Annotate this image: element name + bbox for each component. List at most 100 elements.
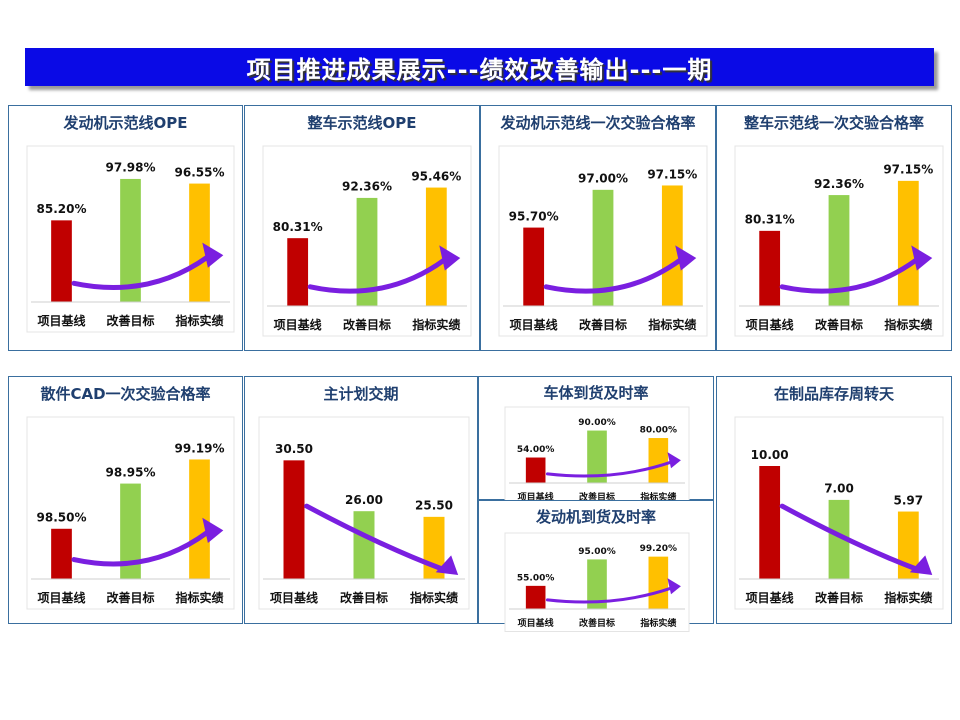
category-label: 项目基线 [37, 313, 85, 328]
bar [425, 187, 447, 306]
bar [828, 499, 850, 579]
category-label: 指标实绩 [648, 317, 696, 332]
bar-chart-engine-ope: 85.20% 项目基线 97.98% 改善目标 96.55% 指标实绩 [26, 145, 235, 333]
trend-arrow-shaft [779, 503, 919, 572]
category-label: 指标实绩 [410, 590, 458, 605]
chart-title: 整车示范线OPE [307, 114, 417, 132]
data-label: 80.00% [640, 426, 678, 436]
bar [525, 457, 546, 483]
bar [661, 185, 683, 306]
chart-panel-body-delivery: 车体到货及时率 54.00% 项目基线 90.00% 改善目标 80.00% 指标实绩 [478, 376, 714, 506]
bar [287, 238, 309, 306]
bar [283, 460, 305, 579]
data-label: 26.00 [345, 493, 383, 507]
trend-arrow-shaft [545, 460, 673, 478]
trend-arrow-head [435, 555, 459, 575]
category-label: 项目基线 [518, 617, 554, 629]
bar [525, 585, 546, 609]
category-label: 指标实绩 [175, 590, 223, 605]
category-label: 项目基线 [746, 317, 794, 332]
chart-panel-engine-delivery: 发动机到货及时率 55.00% 项目基线 95.00% 改善目标 99.20% 指标实绩 [478, 500, 714, 632]
bar [356, 197, 378, 306]
chart-panel-vehicle-pass-rate: 整车示范线一次交验合格率 80.31% 项目基线 92.36% 改善目标 97.15% 指… [716, 105, 952, 351]
data-label: 92.36% [814, 177, 864, 191]
trend-arrow-head [911, 245, 933, 271]
data-label: 80.31% [273, 220, 323, 234]
category-label: 改善目标 [815, 590, 863, 605]
data-label: 25.50 [415, 499, 453, 513]
data-label: 30.50 [275, 442, 313, 456]
bar [759, 466, 781, 579]
bar [189, 183, 210, 302]
trend-arrow-shaft [304, 503, 445, 572]
trend-arrow-head [667, 452, 681, 469]
category-label: 改善目标 [579, 317, 627, 332]
chart-title: 发动机到货及时率 [535, 508, 656, 526]
data-label: 95.70% [509, 209, 559, 223]
bar [189, 459, 210, 579]
bar [648, 438, 669, 483]
header-banner: 项目推进成果展示---绩效改善输出---一期 [25, 48, 934, 86]
bar [51, 528, 72, 579]
chart-panel-master-plan-lead-time: 主计划交期 30.50 项目基线 26.00 改善目标 25.50 指标实绩 [244, 376, 478, 624]
data-label: 92.36% [342, 180, 392, 194]
category-label: 指标实绩 [412, 317, 460, 332]
category-label: 指标实绩 [175, 313, 223, 328]
data-label: 97.00% [578, 172, 628, 186]
chart-title: 发动机示范线一次交验合格率 [500, 114, 696, 132]
data-label: 85.20% [37, 202, 87, 216]
data-label: 95.00% [578, 547, 616, 557]
category-label: 改善目标 [106, 313, 154, 328]
bar [759, 230, 781, 306]
trend-arrow-head [909, 555, 933, 575]
data-label: 55.00% [517, 573, 555, 583]
chart-title: 整车示范线一次交验合格率 [743, 114, 924, 132]
data-label: 98.95% [106, 465, 156, 479]
data-label: 80.31% [745, 213, 795, 227]
bar [353, 511, 375, 579]
data-label: 7.00 [824, 482, 854, 496]
chart-panel-engine-ope: 发动机示范线OPE 85.20% 项目基线 97.98% 改善目标 96.55% 指标实绩 [8, 105, 243, 351]
trend-arrow-shaft [545, 586, 673, 604]
data-label: 99.19% [175, 441, 225, 455]
trend-arrow-shaft [71, 254, 210, 290]
bar [523, 227, 545, 306]
data-label: 95.46% [411, 169, 461, 183]
chart-title: 在制品库存周转天 [773, 385, 894, 403]
category-label: 指标实绩 [640, 617, 676, 629]
bar [592, 189, 614, 306]
chart-title: 车体到货及时率 [543, 384, 649, 402]
bar-chart-cad-pass-rate: 98.50% 项目基线 98.95% 改善目标 99.19% 指标实绩 [26, 416, 235, 610]
category-label: 改善目标 [106, 590, 154, 605]
category-label: 项目基线 [37, 590, 85, 605]
chart-panel-wip-turnover: 在制品库存周转天 10.00 项目基线 7.00 改善目标 5.97 指标实绩 [716, 376, 952, 624]
trend-arrow-shaft [71, 529, 210, 567]
data-label: 10.00 [751, 448, 789, 462]
chart-panel-cad-pass-rate: 散件CAD一次交验合格率 98.50% 项目基线 98.95% 改善目标 99.19% 指… [8, 376, 243, 624]
bar-chart-master-plan-lead-time: 30.50 项目基线 26.00 改善目标 25.50 指标实绩 [258, 416, 470, 610]
bar-chart-vehicle-pass-rate: 80.31% 项目基线 92.36% 改善目标 97.15% 指标实绩 [734, 145, 944, 337]
category-label: 改善目标 [340, 590, 388, 605]
category-label: 改善目标 [343, 317, 391, 332]
category-label: 指标实绩 [884, 590, 932, 605]
bar-chart-engine-delivery: 55.00% 项目基线 95.00% 改善目标 99.20% 指标实绩 [504, 532, 690, 632]
page-title: 项目推进成果展示---绩效改善输出---一期 [246, 55, 713, 84]
trend-arrow-head [667, 578, 681, 595]
data-label: 99.20% [640, 544, 678, 554]
trend-arrow-shaft [779, 257, 919, 294]
category-label: 项目基线 [746, 590, 794, 605]
data-label: 97.98% [106, 161, 156, 175]
data-label: 98.50% [37, 511, 87, 525]
category-label: 项目基线 [510, 317, 558, 332]
data-label: 97.15% [883, 163, 933, 177]
bar [828, 195, 850, 306]
bar [51, 220, 72, 302]
trend-arrow-head [202, 517, 224, 543]
bar [587, 559, 607, 609]
bar-chart-wip-turnover: 10.00 项目基线 7.00 改善目标 5.97 指标实绩 [734, 416, 944, 610]
data-label: 90.00% [578, 418, 616, 428]
category-label: 项目基线 [274, 317, 322, 332]
bar [897, 180, 919, 306]
chart-title: 主计划交期 [323, 385, 399, 403]
